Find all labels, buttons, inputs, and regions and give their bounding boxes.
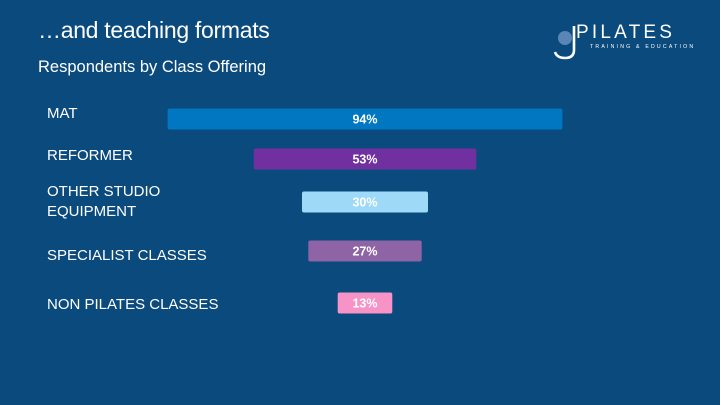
bar-other-studio-equipment [302, 191, 428, 213]
category-label-non-pilates-classes: NON PILATES CLASSES [47, 296, 219, 313]
category-label-specialist-classes: SPECIALIST CLASSES [47, 247, 207, 264]
bar-value-label-specialist-classes: 27% [352, 245, 377, 259]
category-label-mat: MAT [47, 105, 78, 122]
bar-reformer [253, 148, 477, 170]
logo-tagline: TRAINING & EDUCATION [590, 44, 696, 50]
category-label-reformer: REFORMER [47, 147, 133, 164]
chart-subtitle: Respondents by Class Offering [38, 58, 267, 76]
jpilates-logo: PILATES TRAINING & EDUCATION [552, 22, 696, 62]
bar-value-label-reformer: 53% [352, 153, 377, 167]
bar-value-label-non-pilates-classes: 13% [352, 297, 377, 311]
bar-value-label-other-studio-equipment: 30% [352, 196, 377, 210]
slide-title: …and teaching formats [38, 17, 270, 43]
bar-non-pilates-classes [337, 292, 393, 314]
logo-wordmark: PILATES [576, 22, 676, 43]
bar-mat [167, 108, 563, 130]
bar-value-label-mat: 94% [352, 113, 377, 127]
bar-specialist-classes [308, 240, 422, 262]
category-label-other-studio-equipment: OTHER STUDIO EQUIPMENT [47, 183, 161, 220]
j-logo-mark-icon [553, 26, 576, 60]
